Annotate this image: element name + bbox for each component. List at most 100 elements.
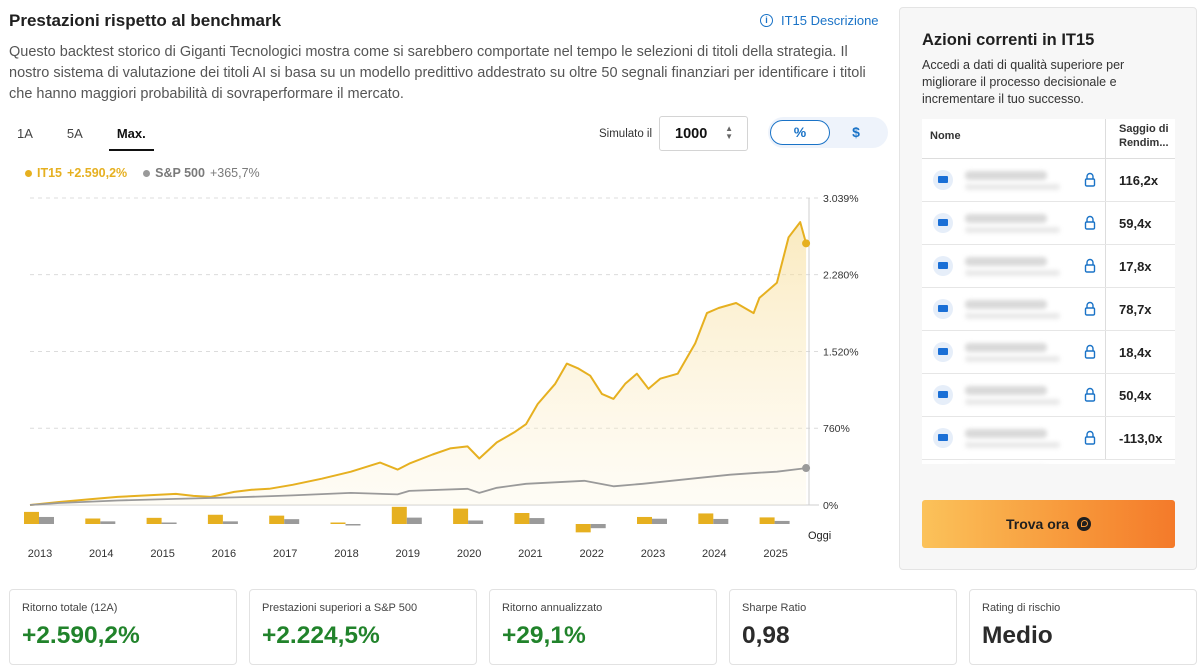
- brand-icon: [1077, 517, 1092, 531]
- stat-card: Sharpe Ratio 0,98: [729, 589, 957, 665]
- legend-it15-name: IT15: [37, 166, 63, 180]
- chart-legend: IT15 +2.590,2% S&P 500 +365,7%: [25, 166, 260, 180]
- stats-row: Ritorno totale (12A) +2.590,2% Prestazioni…: [9, 589, 1197, 665]
- x-tick-label: 2022: [579, 548, 603, 560]
- tab-max[interactable]: Max.: [108, 124, 154, 151]
- return-value: 78,7x: [1105, 288, 1175, 330]
- x-tick-label: 2020: [457, 548, 481, 560]
- y-tick-label: 3.039%: [823, 193, 859, 205]
- stock-logo-icon: [933, 170, 953, 190]
- current-stocks-title: Azioni correnti in IT15: [922, 31, 1095, 49]
- y-tick-label: 760%: [823, 423, 850, 435]
- annual-bar-sp500: [345, 524, 361, 526]
- annual-bar-it15: [453, 508, 469, 524]
- sp500-end-point: [802, 464, 811, 473]
- x-tick-label: 2024: [702, 548, 726, 560]
- simulated-amount-value: 1000: [675, 125, 708, 142]
- annual-bar-it15: [146, 517, 162, 524]
- table-header: Nome Saggio di Rendim...: [922, 119, 1175, 159]
- info-icon: i: [760, 14, 773, 27]
- it15-line: [29, 221, 808, 506]
- stat-card: Rating di rischio Medio: [969, 589, 1197, 665]
- annual-bar-sp500: [590, 524, 606, 529]
- lock-icon: [1084, 258, 1096, 273]
- blurred-ticker: [965, 429, 1047, 438]
- find-now-label: Trova ora: [1005, 516, 1070, 532]
- tab-1a[interactable]: 1A: [17, 126, 33, 141]
- performance-chart[interactable]: 3.039% 2.280% 1.520% 760% 0% 2013 2014 2015 2016…: [0, 185, 892, 570]
- benchmark-panel: Prestazioni rispetto al benchmark i IT15…: [0, 11, 892, 570]
- lock-icon: [1084, 387, 1096, 402]
- stock-logo-icon: [933, 256, 953, 276]
- annual-bar-sp500: [222, 521, 238, 524]
- stock-logo-icon: [933, 213, 953, 233]
- x-tick-label: 2023: [641, 548, 665, 560]
- sp500-line: [29, 467, 807, 506]
- table-row[interactable]: 17,8x: [922, 245, 1175, 288]
- legend-it15: IT15 +2.590,2%: [25, 166, 127, 180]
- x-tick-label: 2021: [518, 548, 542, 560]
- table-row[interactable]: 78,7x: [922, 288, 1175, 331]
- table-row[interactable]: 59,4x: [922, 202, 1175, 245]
- toggle-percent[interactable]: %: [770, 120, 830, 145]
- stat-label: Ritorno annualizzato: [502, 602, 603, 614]
- annual-bar-it15: [514, 513, 530, 524]
- annual-bar-it15: [269, 515, 285, 524]
- legend-sp500-value: +365,7%: [209, 166, 260, 180]
- stock-logo-icon: [933, 385, 953, 405]
- find-now-button[interactable]: Trova ora: [922, 500, 1175, 548]
- blurred-ticker: [965, 386, 1047, 395]
- stepper-icon[interactable]: ▲ ▼: [725, 124, 733, 141]
- table-row[interactable]: 18,4x: [922, 331, 1175, 374]
- table-row[interactable]: 50,4x: [922, 374, 1175, 417]
- blurred-ticker: [965, 300, 1047, 309]
- description-link-label: IT15 Descrizione: [781, 13, 879, 28]
- stat-value: 0,98: [742, 622, 790, 649]
- stock-logo-icon: [933, 428, 953, 448]
- table-row[interactable]: 116,2x: [922, 159, 1175, 202]
- stat-card: Prestazioni superiori a S&P 500 +2.224,5%: [249, 589, 477, 665]
- x-tick-label: 2019: [396, 548, 420, 560]
- lock-icon: [1084, 344, 1096, 359]
- col-name: Nome: [930, 130, 961, 142]
- description-link[interactable]: i IT15 Descrizione: [760, 13, 879, 28]
- tab-5a[interactable]: 5A: [66, 126, 83, 141]
- y-tick-label: 1.520%: [823, 346, 859, 358]
- y-tick-label: 0%: [823, 500, 838, 512]
- blurred-name: [965, 270, 1060, 276]
- blurred-ticker: [965, 171, 1047, 180]
- stat-value: +29,1%: [502, 622, 586, 649]
- annual-bar-sp500: [161, 522, 177, 524]
- it15-area: [30, 222, 807, 505]
- annual-bar-it15: [637, 516, 652, 524]
- blurred-ticker: [965, 343, 1047, 352]
- stat-label: Sharpe Ratio: [742, 602, 807, 614]
- annual-bar-it15: [24, 511, 39, 524]
- annual-bar-sp500: [652, 518, 667, 524]
- return-value: 59,4x: [1105, 202, 1175, 244]
- stock-logo-icon: [933, 299, 953, 319]
- stat-card: Ritorno annualizzato +29,1%: [489, 589, 717, 665]
- legend-it15-value: +2.590,2%: [67, 166, 128, 180]
- legend-sp500-name: S&P 500: [155, 166, 205, 180]
- annual-bar-it15: [698, 513, 714, 524]
- simulated-amount-input[interactable]: 1000 ▲ ▼: [659, 116, 748, 151]
- legend-dot-it15: [25, 169, 32, 177]
- annual-bar-it15: [207, 514, 223, 524]
- annual-bar-sp500: [774, 520, 790, 524]
- page-title: Prestazioni rispetto al benchmark: [9, 11, 282, 30]
- it15-end-point: [802, 239, 811, 248]
- annual-bar-sp500: [406, 517, 422, 524]
- blurred-name: [965, 356, 1060, 362]
- table-row[interactable]: -113,0x: [922, 417, 1175, 460]
- stat-label: Rating di rischio: [982, 602, 1061, 614]
- x-tick-label: 2015: [150, 548, 174, 560]
- annual-bar-it15: [330, 522, 346, 524]
- current-stocks-panel: Azioni correnti in IT15 Accedi a dati di…: [899, 7, 1197, 570]
- toggle-dollar[interactable]: $: [852, 124, 860, 140]
- stock-logo-icon: [933, 342, 953, 362]
- annual-bar-sp500: [529, 518, 545, 524]
- return-value: 18,4x: [1105, 331, 1175, 373]
- stat-value: +2.590,2%: [22, 622, 140, 649]
- today-label: Oggi: [808, 530, 831, 542]
